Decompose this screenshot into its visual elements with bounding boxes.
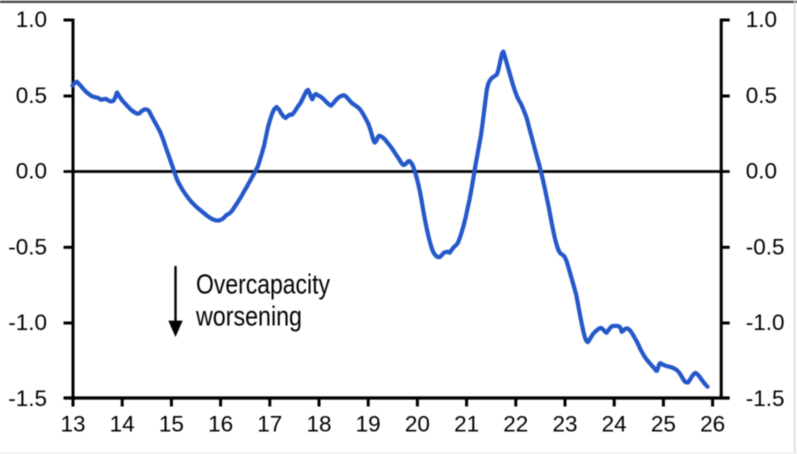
svg-text:-0.5: -0.5 — [746, 235, 785, 260]
svg-text:1.0: 1.0 — [16, 7, 47, 32]
svg-text:13: 13 — [60, 412, 85, 437]
svg-text:1.0: 1.0 — [746, 7, 777, 32]
svg-text:18: 18 — [306, 412, 331, 437]
svg-text:20: 20 — [405, 412, 430, 437]
svg-text:-1.5: -1.5 — [746, 386, 785, 411]
svg-text:26: 26 — [700, 412, 725, 437]
svg-text:21: 21 — [454, 412, 479, 437]
svg-text:-1.5: -1.5 — [8, 386, 47, 411]
svg-text:-1.0: -1.0 — [746, 310, 785, 335]
svg-text:worsening: worsening — [195, 301, 302, 332]
svg-text:-0.5: -0.5 — [8, 235, 47, 260]
svg-text:19: 19 — [356, 412, 381, 437]
svg-text:22: 22 — [503, 412, 528, 437]
svg-text:-1.0: -1.0 — [8, 310, 47, 335]
svg-text:15: 15 — [159, 412, 184, 437]
svg-text:23: 23 — [552, 412, 577, 437]
svg-text:17: 17 — [257, 412, 282, 437]
svg-text:0.0: 0.0 — [16, 159, 47, 184]
svg-text:16: 16 — [208, 412, 233, 437]
svg-text:0.5: 0.5 — [746, 83, 777, 108]
svg-text:24: 24 — [602, 412, 627, 437]
svg-text:25: 25 — [651, 412, 676, 437]
svg-text:0.0: 0.0 — [746, 159, 777, 184]
svg-text:Overcapacity: Overcapacity — [196, 269, 330, 300]
svg-text:0.5: 0.5 — [16, 83, 47, 108]
svg-text:14: 14 — [110, 412, 135, 437]
